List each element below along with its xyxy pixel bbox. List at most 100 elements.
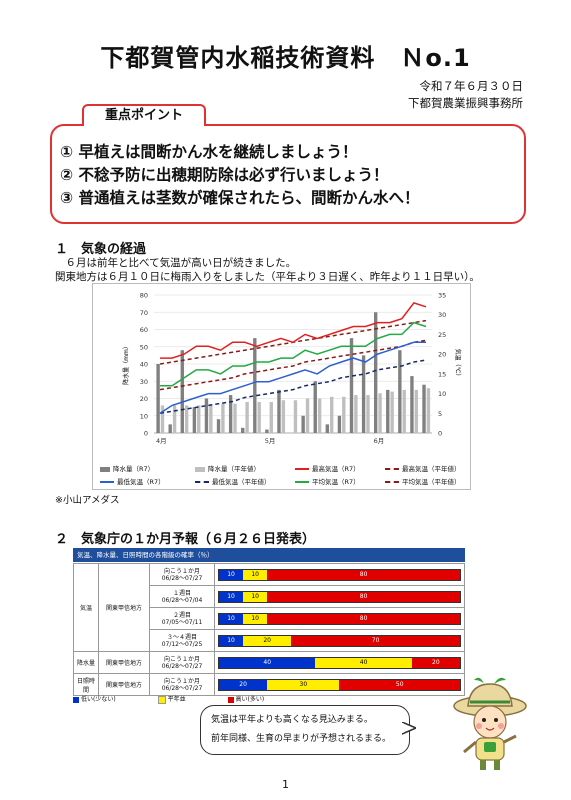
y-right-tick: 5 <box>438 410 442 418</box>
precip-r7-bar <box>156 364 160 433</box>
forecast-bar-cell: 10 20 70 <box>214 629 465 652</box>
probability-low: 20 <box>219 679 268 690</box>
legend-item-mean-normal: 平均気温（平年値） <box>385 476 461 486</box>
precip-r7-bar <box>192 407 197 433</box>
forecast-row: ３〜４週目 07/12〜07/25 10 20 70 <box>74 629 465 652</box>
min-r7-line <box>159 341 426 414</box>
precip-r7-bar <box>337 415 342 433</box>
period-label: １週目 <box>172 589 191 597</box>
precip-normal-bar <box>305 398 310 433</box>
page-title: 下都賀管内水稲技術資料 Ｎo.1 <box>100 44 471 72</box>
x-tick: 4月 <box>156 437 167 445</box>
precip-r7-bar <box>241 427 245 433</box>
y-left-tick: 70 <box>140 309 148 317</box>
legend-label: 平均気温（平年値） <box>402 478 461 486</box>
precip-r7-bar <box>277 389 281 433</box>
legend-label: 最高気温（R7） <box>312 465 360 473</box>
legend-swatch <box>295 468 309 470</box>
precip-normal-bar <box>281 400 286 433</box>
precip-normal-bar <box>233 403 237 433</box>
y-right-tick: 0 <box>438 430 442 438</box>
forecast-element: 気温 <box>73 563 99 652</box>
legend-label-low: 低い(少ない) <box>81 696 116 703</box>
period-dates: 06/28〜07/04 <box>161 596 203 604</box>
issue-date: 令和７年６月３０日 <box>419 79 524 93</box>
key-point-3: ③ 普通植えは茎数が確保されたら、間断かん水へ！ <box>60 189 420 207</box>
precip-r7-bar <box>216 419 221 433</box>
probability-bar: 10 20 70 <box>218 634 461 647</box>
forecast-table: 気温 関東甲信地方 向こう１か月 06/28〜07/27 10 10 80 １週目 06/28〜… <box>73 563 465 696</box>
probability-normal: 10 <box>243 591 268 602</box>
forecast-bar-cell: 10 10 80 <box>214 607 465 630</box>
section1-text-1: ６月は前年と比べて気温が高い日が続きました。 <box>55 257 297 269</box>
probability-bar: 10 10 80 <box>218 590 461 603</box>
period-label: 向こう１か月 <box>163 567 200 575</box>
legend-swatch-high <box>227 696 234 703</box>
precip-r7-bar <box>349 338 354 433</box>
precip-r7-bar <box>386 389 390 433</box>
legend-label: 平均気温（R7） <box>312 478 360 486</box>
precip-r7-bar <box>313 381 317 433</box>
mean-normal-line <box>159 339 427 391</box>
probability-low: 10 <box>219 635 244 646</box>
forecast-element: 降水量 <box>73 651 99 674</box>
precip-normal-bar <box>172 405 177 433</box>
probability-high: 20 <box>411 657 460 668</box>
precip-normal-bar <box>245 401 249 433</box>
precip-normal-bar <box>402 389 406 433</box>
probability-bar: 10 10 80 <box>218 568 461 581</box>
forecast-row: 日照時間 関東甲信地方 向こう１か月 06/28〜07/27 20 30 50 <box>73 673 465 696</box>
precip-normal-bar <box>317 398 322 433</box>
probability-low: 10 <box>219 613 244 624</box>
precip-r7-bar <box>301 415 305 433</box>
forecast-bar-cell: 10 10 80 <box>214 563 465 586</box>
legend-label: 降水量（R7） <box>113 465 155 473</box>
legend-item-precip-r7: 降水量（R7） <box>100 463 154 473</box>
y-right-tick: 10 <box>438 390 446 398</box>
precip-r7-bar <box>180 350 184 433</box>
precip-normal-bar <box>293 400 298 433</box>
y-left-tick: 80 <box>140 292 148 300</box>
probability-low: 10 <box>219 569 244 580</box>
x-tick: 6月 <box>374 437 385 445</box>
probability-bar: 40 40 20 <box>218 656 461 669</box>
forecast-row: 降水量 関東甲信地方 向こう１か月 06/28〜07/27 40 40 20 <box>73 651 465 674</box>
legend-label-normal: 平年並 <box>167 696 186 703</box>
key-points-box <box>50 124 526 224</box>
y-left-tick: 20 <box>140 395 148 403</box>
legend-swatch-low <box>73 696 79 703</box>
x-tick: 5月 <box>265 437 276 445</box>
precip-normal-bar <box>330 396 334 433</box>
mean-r7-line <box>160 321 427 387</box>
precip-r7-bar <box>398 350 402 433</box>
speech-line-2: 前年同様、生育の早まりが予想されるまる。 <box>211 734 392 744</box>
legend-swatch-normal <box>157 695 166 704</box>
forecast-bar-cell: 40 40 20 <box>214 651 465 674</box>
y-left-tick: 40 <box>140 361 148 369</box>
max-r7-line <box>160 302 427 359</box>
probability-normal: 10 <box>243 613 268 624</box>
y-left-tick: 0 <box>144 430 148 438</box>
period-label: 向こう１か月 <box>163 655 200 663</box>
y-right-tick: 30 <box>438 311 446 319</box>
precip-r7-bar <box>168 424 172 433</box>
precip-r7-bar <box>373 312 378 433</box>
forecast-period: ２週目 07/05〜07/11 <box>149 607 215 630</box>
forecast-region: 関東甲信地方 <box>98 673 150 696</box>
probability-high: 80 <box>267 613 460 624</box>
probability-bar: 20 30 50 <box>218 678 461 691</box>
y-left-tick: 60 <box>140 326 148 334</box>
precip-normal-bar <box>221 403 225 433</box>
forecast-legend: 低い(少ない) 平年並 高い(多い) <box>73 694 264 704</box>
legend-swatch <box>195 466 205 472</box>
precip-normal-bar <box>197 405 201 433</box>
precip-normal-bar <box>354 395 358 433</box>
precip-r7-bar <box>361 355 366 433</box>
period-dates: 06/28〜07/27 <box>161 662 203 670</box>
forecast-table-title: 気温、降水量、日照時間の各階級の確率（％） <box>73 548 465 562</box>
office-name: 下都賀農業振興事務所 <box>408 96 523 110</box>
legend-swatch <box>295 481 309 483</box>
legend-swatch <box>100 481 114 483</box>
precip-normal-bar <box>366 395 370 433</box>
probability-normal: 10 <box>243 569 268 580</box>
